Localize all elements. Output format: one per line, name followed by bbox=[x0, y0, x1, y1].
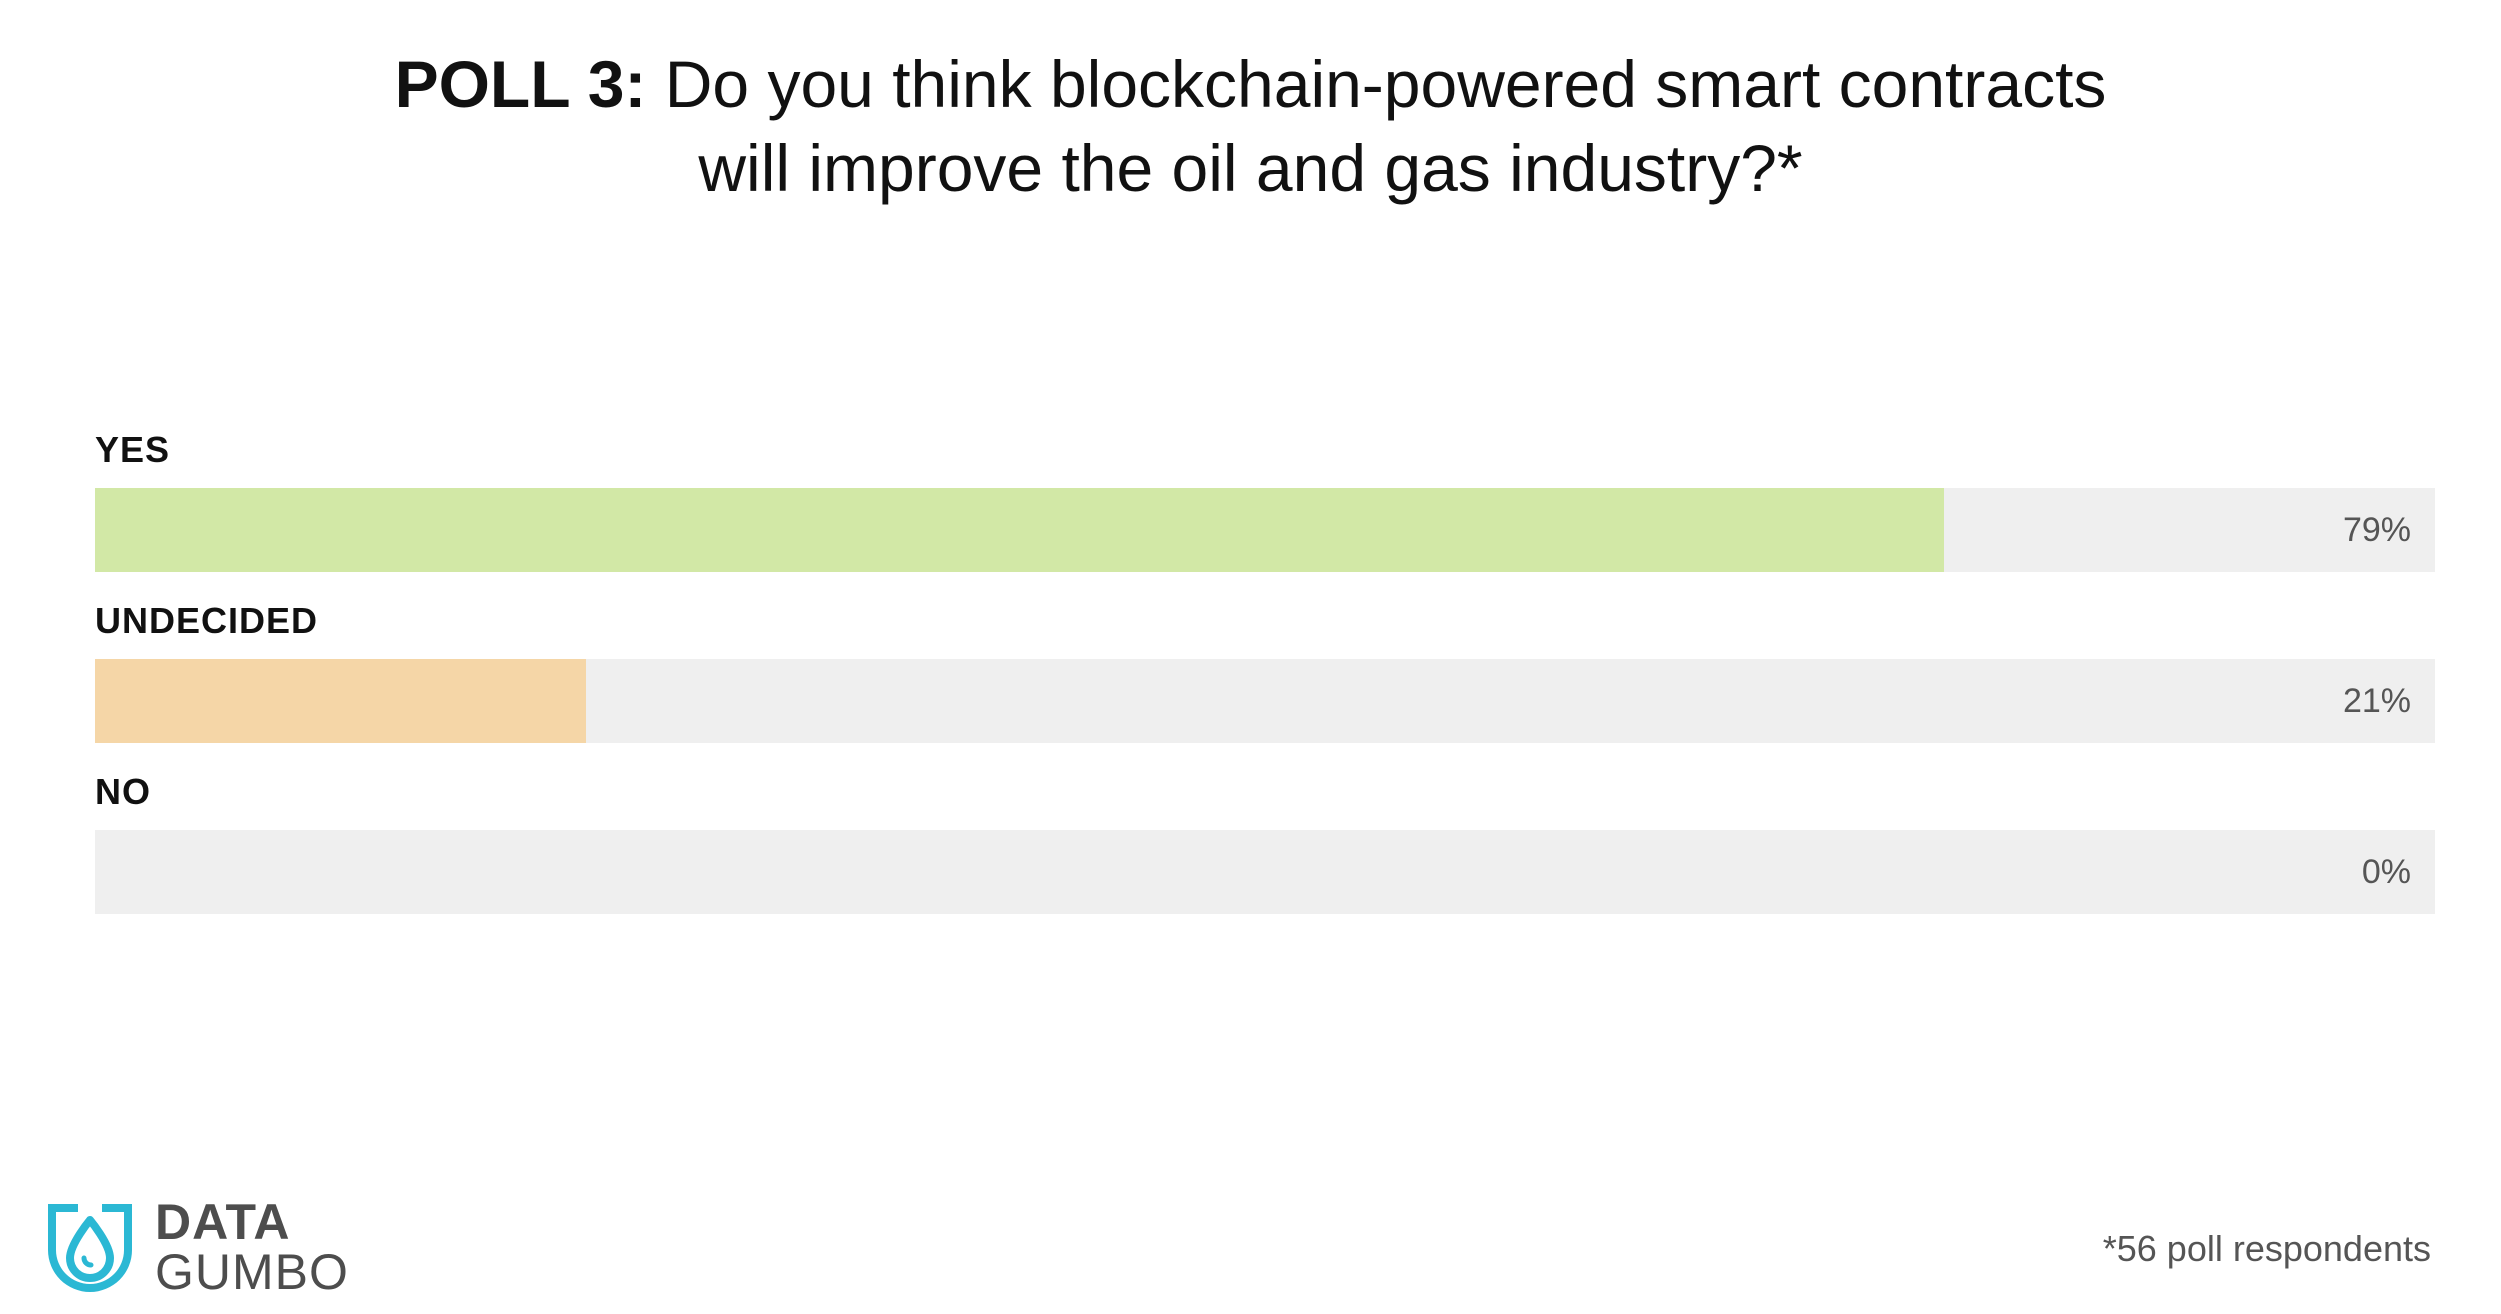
bar-track-yes: 79% bbox=[95, 488, 2435, 572]
title-line-2: will improve the oil and gas industry?* bbox=[698, 131, 1803, 205]
footnote: *56 poll respondents bbox=[2102, 1228, 2431, 1269]
poll-bar-chart: YES 79% UNDECIDED 21% NO 0% bbox=[95, 0, 2435, 1314]
value-label-yes: 79% bbox=[2342, 511, 2411, 549]
drop-icon bbox=[48, 1204, 132, 1292]
title-prefix: POLL 3: bbox=[394, 47, 647, 121]
logo-word-data: DATA bbox=[155, 1194, 291, 1250]
bar-row-yes: YES 79% bbox=[95, 430, 2435, 600]
bar-track-undecided: 21% bbox=[95, 659, 2435, 743]
bar-row-undecided: UNDECIDED 21% bbox=[95, 601, 2435, 771]
value-label-no: 0% bbox=[2361, 853, 2411, 891]
logo-word-gumbo: GUMBO bbox=[155, 1244, 349, 1300]
data-gumbo-logo: DATA GUMBO bbox=[40, 1192, 380, 1302]
category-label-yes: YES bbox=[95, 429, 171, 470]
bar-undecided bbox=[95, 659, 586, 743]
category-label-no: NO bbox=[95, 771, 151, 812]
bar-track-no: 0% bbox=[95, 830, 2435, 914]
title-question-1: Do you think blockchain-powered smart co… bbox=[664, 47, 2107, 121]
title-line-1: POLL 3: Do you think blockchain-powered … bbox=[0, 42, 2501, 126]
bar-yes bbox=[95, 488, 1944, 572]
chart-title: POLL 3: Do you think blockchain-powered … bbox=[0, 42, 2501, 210]
category-label-undecided: UNDECIDED bbox=[95, 600, 319, 641]
bar-row-no: NO 0% bbox=[95, 772, 2435, 942]
value-label-undecided: 21% bbox=[2342, 682, 2411, 720]
